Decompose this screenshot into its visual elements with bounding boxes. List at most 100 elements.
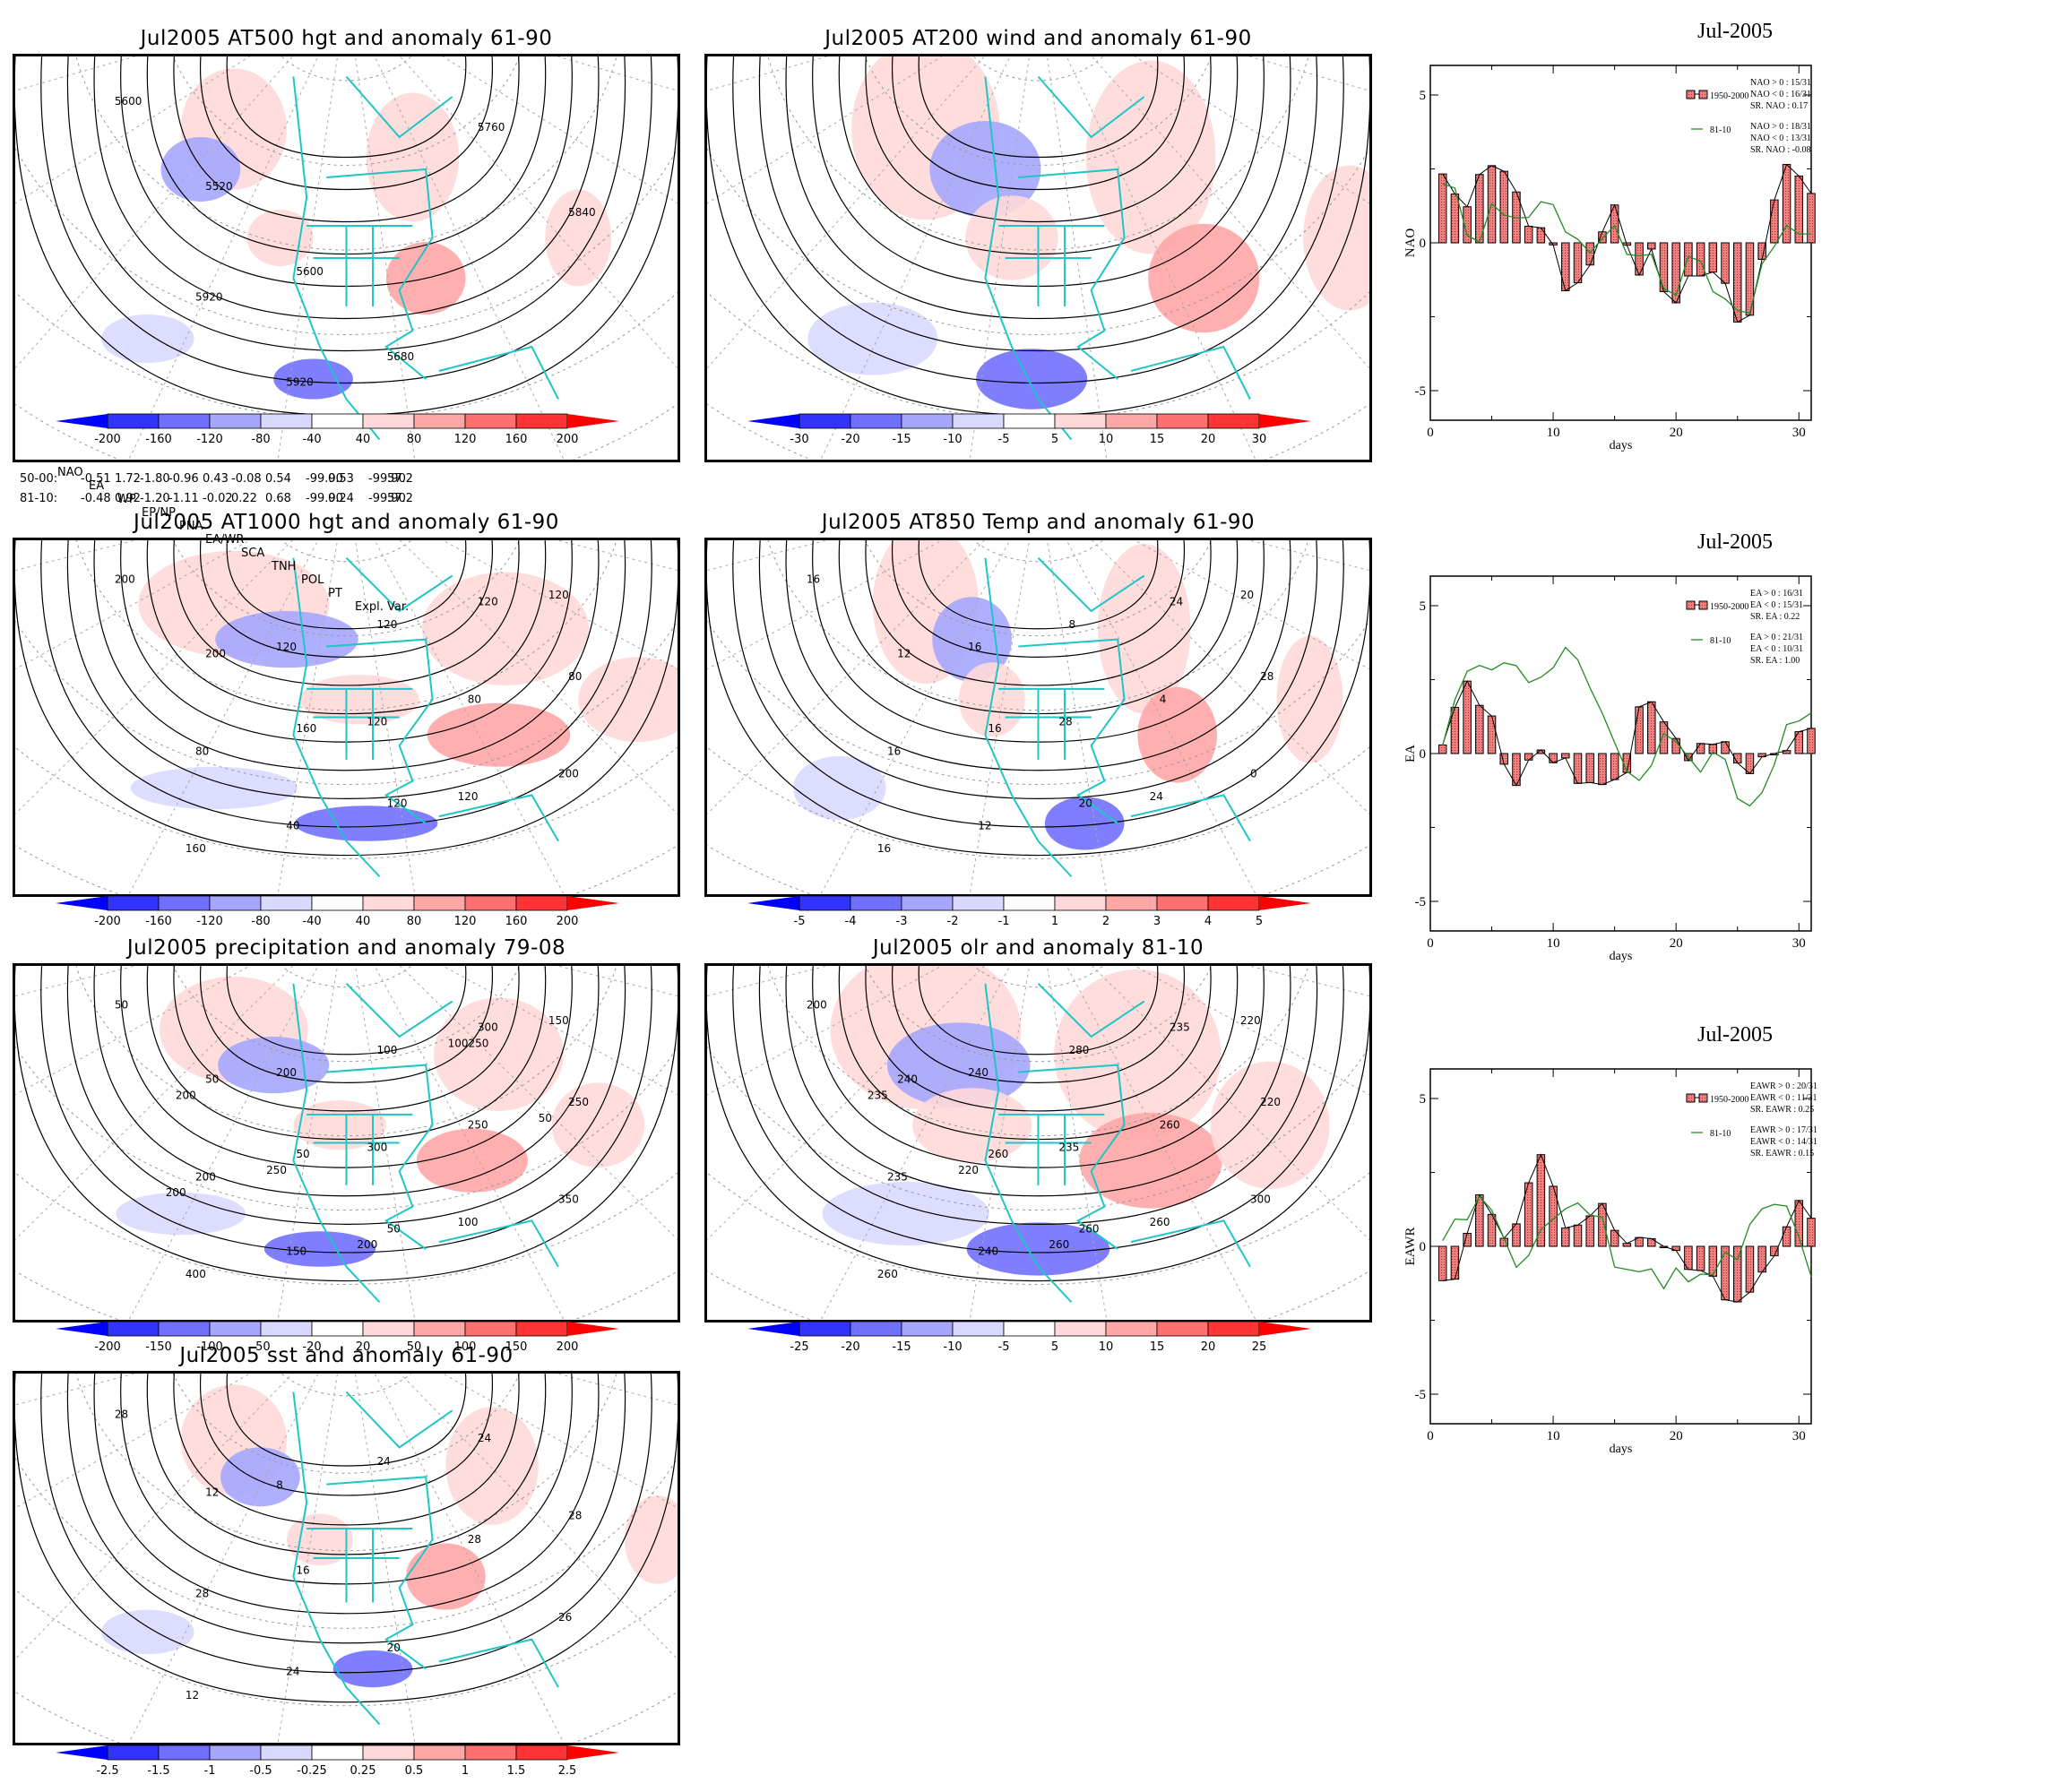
- anomaly-shading: [421, 572, 589, 685]
- colorbar-max-arrow: [1259, 896, 1311, 910]
- y-tick-label: 5: [1420, 1092, 1427, 1107]
- plot-frame: [1429, 575, 1812, 932]
- row-label: 50-00:: [20, 472, 58, 486]
- anomaly-shading: [427, 702, 571, 767]
- meridian-line: [277, 540, 339, 894]
- contour-label: 20: [387, 1641, 401, 1654]
- polar-map: 16 12 16 20 24 28 16 12 8 4 0 16 16 28 24 20: [707, 540, 1369, 894]
- contour-label: 5520: [205, 180, 233, 193]
- contour-label: 200: [558, 768, 579, 780]
- legend-stat: NAO > 0 : 18/31: [1750, 122, 1811, 132]
- anomaly-shading: [578, 657, 678, 743]
- contour-label: 16: [296, 1564, 309, 1576]
- colorbar-segment: [901, 1321, 954, 1337]
- legend-label: 1950-2000: [1710, 1095, 1748, 1105]
- latitude-circle: [281, 1374, 412, 1397]
- colorbar-min-arrow: [56, 1322, 108, 1336]
- index-value: -0.96: [168, 472, 199, 486]
- contour-label: 16: [807, 573, 820, 585]
- latitude-circle: [75, 56, 617, 251]
- bar-day-2: [1450, 194, 1460, 244]
- colorbar-tick-label: 120: [454, 915, 477, 928]
- colorbar-tick-label: 2: [1102, 915, 1109, 928]
- latitude-circle: [972, 56, 1104, 82]
- contour-label: 200: [195, 1170, 216, 1183]
- index-value: -1.80: [140, 472, 170, 486]
- contour-line: [226, 966, 467, 1055]
- colorbar-tick-label: -30: [790, 433, 808, 446]
- colorbar-segment: [107, 413, 160, 429]
- contour-label: 120: [458, 790, 479, 803]
- anomaly-shading: [929, 121, 1041, 218]
- colorbar-segment: [850, 413, 902, 429]
- colorbar-tick-label: -2.5: [96, 1764, 118, 1778]
- colorbar-tick-label: -25: [790, 1340, 808, 1354]
- chart-title: Jul-2005: [1697, 1023, 1773, 1047]
- bar-day-15: [1610, 753, 1619, 780]
- colorbar-tick-label: 30: [1252, 433, 1267, 446]
- colorbar-segment: [1156, 413, 1209, 429]
- contour-label: 50: [296, 1148, 309, 1160]
- colorbar-tick-label: 1: [1051, 915, 1058, 928]
- meridian-line: [128, 1374, 319, 1743]
- bar-day-4: [1475, 704, 1484, 754]
- colorbar: -2.5 -1.5 -1 -0.5 -0.25 0.25 0.5 1 1.5 2.5: [56, 1745, 647, 1781]
- bar-day-24: [1721, 741, 1730, 754]
- contour-line: [891, 540, 1186, 658]
- legend-bar-swatch: [1698, 600, 1708, 610]
- meridian-line: [374, 56, 565, 460]
- contour-label: 300: [478, 1021, 498, 1034]
- colorbar-max-arrow: [567, 1745, 619, 1760]
- anomaly-shading: [246, 210, 314, 266]
- polar-map: 5050505030025020015010025035040020030010…: [15, 966, 678, 1320]
- colorbar-segment: [1003, 895, 1056, 911]
- meridian-line: [15, 1374, 137, 1406]
- contour-label: 20: [1079, 797, 1092, 809]
- map-title: Jul2005 precipitation and anomaly 79-08: [126, 936, 566, 960]
- contour-label: 150: [548, 1014, 569, 1027]
- colorbar-tick-label: -1: [998, 915, 1010, 928]
- colorbar-segment: [1105, 1321, 1158, 1337]
- series-1950-2000-line: [1442, 680, 1812, 787]
- y-tick-label: 0: [1420, 237, 1427, 251]
- colorbar-segment: [362, 1745, 415, 1761]
- map-title: Jul2005 AT1000 hgt and anomaly 61-90: [134, 511, 559, 534]
- colorbar-tick-label: 80: [407, 433, 422, 446]
- colorbar-tick-label: 5: [1051, 1340, 1058, 1354]
- bar-day-22: [1696, 1245, 1705, 1271]
- meridian-line: [556, 1374, 678, 1406]
- colorbar-tick-label: 10: [1099, 433, 1114, 446]
- anomaly-shading: [160, 137, 241, 202]
- contour-label: 260: [1079, 1222, 1100, 1235]
- chart-canvas: -5 -4 -3 -2 -1 1 2 3 4 5: [747, 895, 1311, 928]
- contour-label: 50: [205, 1073, 219, 1086]
- index-value: 0.22: [231, 492, 257, 505]
- bar-day-20: [1671, 737, 1680, 754]
- contour-label: 300: [1250, 1193, 1271, 1206]
- colorbar-segment: [464, 895, 517, 911]
- bar-day-5: [1487, 715, 1497, 754]
- contour-label: 50: [115, 998, 128, 1011]
- bar-day-9: [1536, 227, 1546, 244]
- colorbar-tick-label: 4: [1204, 915, 1212, 928]
- meridian-line: [277, 56, 339, 460]
- contour-line: [15, 966, 678, 1282]
- colorbar-tick-label: 10: [1099, 1340, 1114, 1354]
- contour-line: [732, 540, 1344, 828]
- latitude-circle: [15, 1457, 678, 1629]
- colorbar-tick-label: -160: [145, 915, 172, 928]
- colorbar-segment: [260, 1321, 313, 1337]
- plot-frame: [1429, 65, 1812, 421]
- contour-label: 220: [958, 1164, 979, 1176]
- colorbar-tick-label: 80: [407, 915, 422, 928]
- contour-label: 24: [376, 1455, 390, 1468]
- anomaly-shading: [793, 755, 886, 821]
- colorbar-segment: [362, 413, 415, 429]
- colorbar-tick-label: -160: [145, 433, 172, 446]
- contour-line: [918, 966, 1159, 1055]
- map-title: Jul2005 AT850 Temp and anomaly 61-90: [821, 511, 1256, 534]
- colorbar-segment: [850, 1321, 902, 1337]
- x-tick-label: 0: [1427, 1429, 1434, 1443]
- index-value: 0.43: [203, 472, 229, 486]
- bar-day-31: [1807, 728, 1816, 754]
